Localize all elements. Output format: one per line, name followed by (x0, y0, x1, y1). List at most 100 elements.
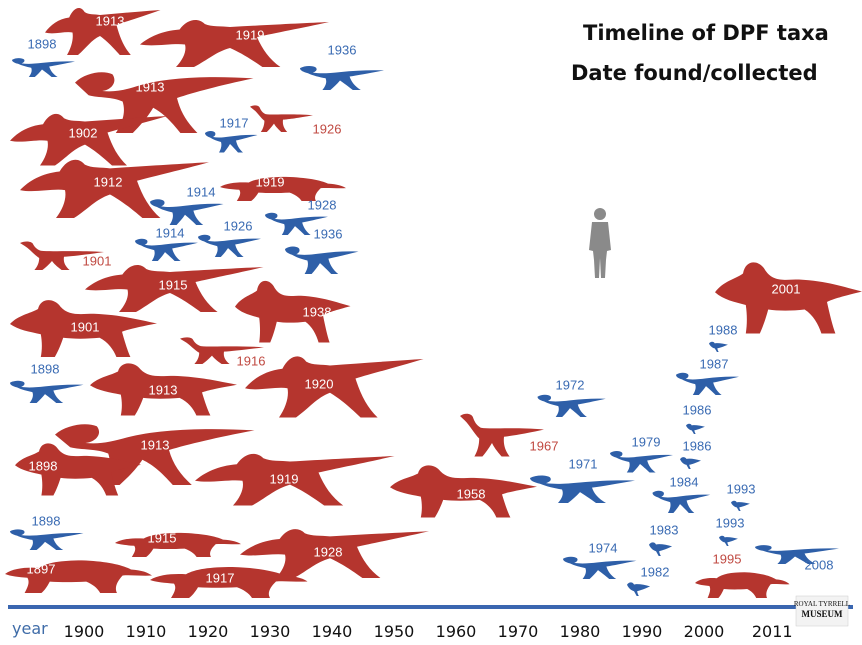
taxon-year-label: 1926 (313, 121, 342, 136)
taxon-silhouette-1919 (140, 20, 329, 67)
taxon-silhouette-1901 (10, 300, 158, 357)
taxon-silhouette-1926 (250, 105, 313, 132)
taxon-silhouette-1916 (180, 337, 264, 364)
taxon-silhouette-1983 (649, 542, 673, 556)
taxon-silhouette-1926 (198, 234, 261, 257)
taxon-year-label: 1984 (670, 474, 699, 489)
logo-line-2: MUSEUM (802, 609, 844, 619)
taxon-year-label: 1919 (256, 174, 285, 189)
museum-logo: ROYAL TYRRELL MUSEUM (794, 595, 850, 627)
taxon-silhouette-1913 (55, 424, 255, 485)
taxon-silhouette-1971 (530, 475, 635, 503)
taxon-silhouette-1920 (245, 356, 424, 418)
taxon-silhouette-1995 (695, 572, 790, 598)
taxon-silhouette-1993 (731, 500, 750, 511)
taxon-silhouette-2001 (715, 262, 862, 334)
taxon-year-label: 1917 (206, 570, 235, 585)
taxon-silhouette-1915 (115, 532, 242, 557)
taxon-year-label: 1915 (148, 530, 177, 545)
x-tick-label-1900: 1900 (64, 622, 105, 641)
x-tick-label-1940: 1940 (312, 622, 353, 641)
taxon-silhouette-1988 (709, 341, 728, 352)
taxon-year-label: 1917 (220, 115, 249, 130)
taxon-year-label: 1936 (314, 226, 343, 241)
taxon-silhouette-1913 (75, 72, 254, 133)
taxon-year-label: 1971 (569, 456, 598, 471)
taxon-year-label: 1993 (716, 515, 745, 530)
taxon-silhouette-1919 (220, 176, 346, 201)
taxon-year-label: 1901 (83, 253, 112, 268)
logo-line-1: ROYAL TYRRELL (794, 600, 850, 608)
taxa-silhouettes (5, 8, 862, 598)
taxon-year-label: 1987 (700, 356, 729, 371)
taxon-silhouette-1917 (205, 131, 258, 153)
taxon-year-label: 1928 (314, 544, 343, 559)
taxon-silhouette-1919 (195, 453, 395, 506)
x-tick-label-1970: 1970 (498, 622, 539, 641)
taxon-year-label: 1913 (136, 79, 165, 94)
x-tick-label-2011: 2011 (752, 622, 793, 641)
taxon-silhouette-1897 (5, 560, 153, 593)
taxon-silhouette-1912 (20, 159, 210, 218)
taxon-year-label: 1986 (683, 438, 712, 453)
taxon-year-label: 1898 (29, 458, 58, 473)
taxon-silhouette-2008 (755, 545, 839, 564)
taxon-year-label: 1897 (27, 561, 56, 576)
taxon-silhouette-1974 (563, 556, 637, 579)
taxon-year-label: 1898 (32, 513, 61, 528)
taxon-year-label: 1972 (556, 377, 585, 392)
taxon-year-label: 1902 (69, 125, 98, 140)
taxon-year-label: 1913 (96, 13, 125, 28)
taxon-silhouette-1993 (719, 535, 738, 546)
taxon-year-label: 1983 (650, 522, 679, 537)
taxon-year-label: 1914 (187, 184, 216, 199)
taxon-year-label: 2008 (805, 557, 834, 572)
taxon-silhouette-1984 (652, 490, 711, 513)
taxon-year-label: 1919 (270, 471, 299, 486)
x-axis-ticks: 1900 1910 1920 1930 1940 1950 1960 1970 1980 1990… (64, 622, 793, 641)
taxon-year-label: 1986 (683, 402, 712, 417)
taxon-year-label: 2001 (772, 281, 801, 296)
taxon-silhouette-1914 (150, 199, 224, 225)
taxon-silhouette-1928 (265, 212, 328, 235)
x-tick-label-1960: 1960 (436, 622, 477, 641)
taxon-year-label: 1958 (457, 486, 486, 501)
taxon-silhouette-1901 (20, 241, 105, 270)
chart-title-line-1: Timeline of DPF taxa (583, 21, 829, 45)
taxon-year-label: 1913 (141, 437, 170, 452)
taxon-year-label: 1916 (237, 353, 266, 368)
x-tick-label-1930: 1930 (250, 622, 291, 641)
taxon-silhouette-1913 (45, 8, 161, 55)
taxon-year-label: 1901 (71, 319, 100, 334)
taxon-silhouette-1914 (135, 238, 198, 261)
taxon-silhouette-1936 (300, 65, 384, 90)
x-tick-label-2000: 2000 (684, 622, 725, 641)
taxon-silhouette-1917 (150, 567, 308, 598)
taxon-year-label: 1928 (308, 197, 337, 212)
taxon-year-label: 1936 (328, 42, 357, 57)
taxon-year-label: 1919 (236, 27, 265, 42)
taxon-year-label: 1920 (305, 376, 334, 391)
taxon-year-label: 1967 (530, 438, 559, 453)
taxon-year-label: 1912 (94, 174, 123, 189)
taxon-silhouette-1913 (90, 363, 238, 416)
taxon-silhouette-1898 (12, 58, 76, 77)
chart-title-line-2: Date found/collected (571, 61, 818, 85)
taxon-year-label: 1898 (31, 361, 60, 376)
x-tick-label-1910: 1910 (126, 622, 167, 641)
taxon-silhouette-1898 (10, 380, 84, 403)
taxon-silhouette-1987 (676, 372, 739, 395)
taxon-year-label: 1988 (709, 322, 738, 337)
taxon-silhouette-1938 (235, 280, 351, 343)
taxon-year-label: 1938 (303, 304, 332, 319)
x-tick-label-1920: 1920 (188, 622, 229, 641)
x-tick-label-1950: 1950 (374, 622, 415, 641)
taxon-year-label: 1979 (632, 434, 661, 449)
taxon-silhouette-1967 (460, 413, 544, 457)
taxon-silhouette-1936 (285, 246, 359, 274)
taxon-year-label: 1995 (713, 551, 742, 566)
taxon-silhouette-1958 (390, 465, 537, 518)
x-tick-label-1990: 1990 (622, 622, 663, 641)
taxon-silhouette-1986 (686, 423, 705, 434)
